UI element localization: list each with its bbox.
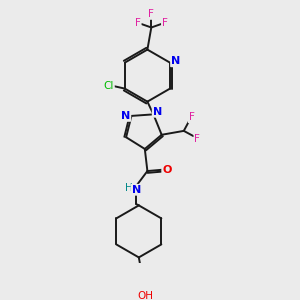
Text: O: O <box>162 165 172 175</box>
Text: OH: OH <box>137 291 153 300</box>
Text: N: N <box>153 107 162 117</box>
Text: F: F <box>189 112 194 122</box>
Text: F: F <box>148 9 154 19</box>
Text: H: H <box>124 183 132 193</box>
Text: Cl: Cl <box>103 81 114 91</box>
Text: N: N <box>132 185 141 195</box>
Text: F: F <box>162 18 168 28</box>
Text: N: N <box>171 56 180 66</box>
Text: F: F <box>135 18 141 28</box>
Text: F: F <box>194 134 200 144</box>
Text: N: N <box>121 111 130 121</box>
